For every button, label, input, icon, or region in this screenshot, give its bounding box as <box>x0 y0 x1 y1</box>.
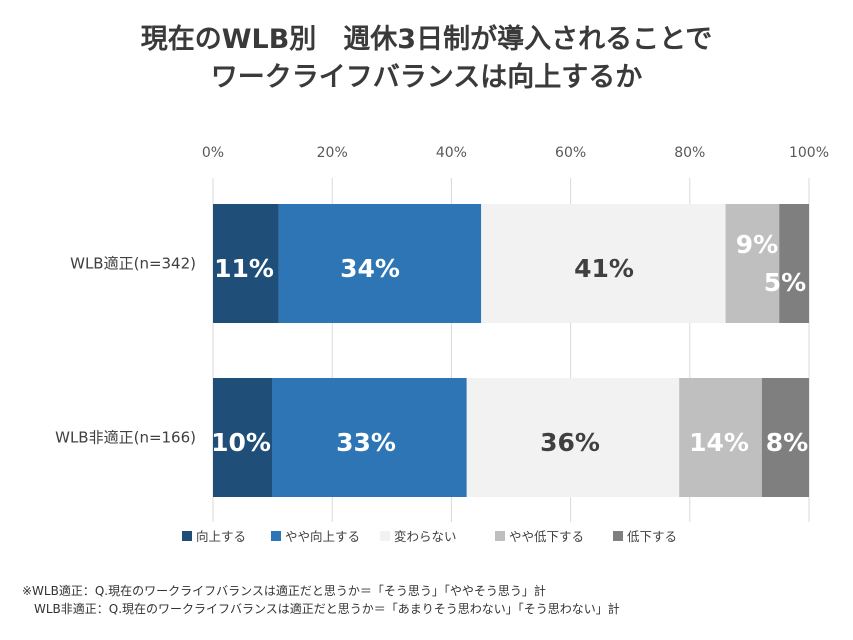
legend-label: 向上する <box>196 529 246 544</box>
data-label: 5% <box>764 268 806 297</box>
legend-swatch <box>613 531 623 541</box>
bar-segment <box>725 204 780 323</box>
legend-label: 低下する <box>627 529 677 544</box>
bar-segment <box>466 378 680 497</box>
bar-segment <box>278 204 482 323</box>
x-tick-label: 80% <box>674 145 705 161</box>
chart-title-line1: 現在のWLB別 週休3日制が導入されることで <box>140 24 713 55</box>
bar-segment <box>779 204 809 323</box>
bar-segment <box>213 378 273 497</box>
chart-title-line2: ワークライフバランスは向上するか <box>210 62 643 93</box>
bar-segment <box>679 378 762 497</box>
bar-segment <box>272 378 467 497</box>
data-label: 33% <box>336 428 396 457</box>
bar-segment <box>761 378 809 497</box>
bar-segment <box>481 204 726 323</box>
data-label: 34% <box>340 254 400 283</box>
category-label: WLB非適正(n=166) <box>55 429 196 447</box>
x-tick-label: 20% <box>317 145 348 161</box>
footnote-line2: WLB非適正：Q.現在のワークライフバランスは適正だと思うか＝「あまりそう思わな… <box>22 602 620 616</box>
data-label: 41% <box>574 254 634 283</box>
stacked-bar-chart: 0% 20% 40% 60% 80% 100% WLB適正(n=342) WLB非適正(n=1… <box>55 145 829 544</box>
data-label: 8% <box>766 428 808 457</box>
x-tick-label: 100% <box>789 145 829 161</box>
legend-swatch <box>495 531 505 541</box>
legend-swatch <box>182 531 192 541</box>
footnote-line1: ※WLB適正：Q.現在のワークライフバランスは適正だと思うか＝「そう思う」「やや… <box>22 584 546 598</box>
x-tick-label: 60% <box>555 145 586 161</box>
data-label: 9% <box>736 230 778 259</box>
data-label: 10% <box>211 428 271 457</box>
legend-swatch <box>271 531 281 541</box>
legend-swatch <box>380 531 390 541</box>
legend-label: やや低下する <box>509 529 584 544</box>
legend-label: やや向上する <box>285 529 360 544</box>
data-label: 14% <box>689 428 749 457</box>
legend-label: 変わらない <box>394 529 457 544</box>
data-label: 36% <box>540 428 600 457</box>
data-label: 11% <box>214 254 274 283</box>
bar-segment <box>213 204 279 323</box>
x-tick-label: 0% <box>202 145 224 161</box>
category-label: WLB適正(n=342) <box>70 255 196 273</box>
x-tick-label: 40% <box>436 145 467 161</box>
